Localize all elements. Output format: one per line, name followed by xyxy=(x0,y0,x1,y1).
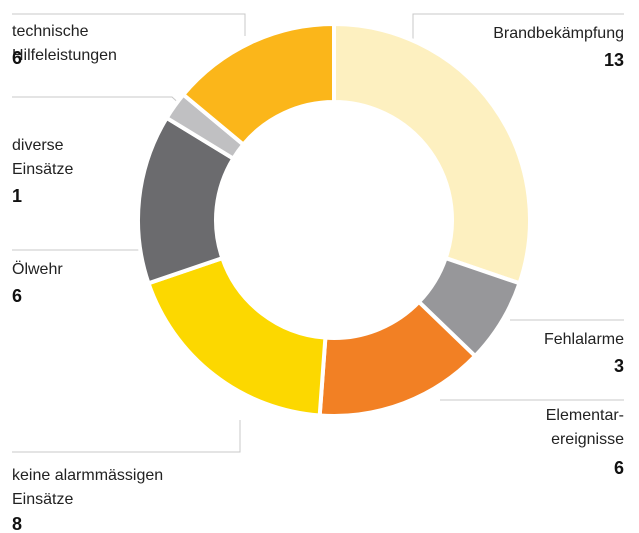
slice-label: technische Hilfeleistungen xyxy=(12,23,117,64)
value-label: 8 xyxy=(12,514,23,533)
donut-slice xyxy=(180,21,336,148)
slice-label: keine alarmmässigen Einsätze xyxy=(12,467,164,508)
leader-line xyxy=(12,420,241,453)
value-label: 6 xyxy=(613,458,624,478)
value-label: 6 xyxy=(12,48,23,68)
slice-label: Brandbekämpfung xyxy=(493,25,624,42)
value-label: 13 xyxy=(603,50,624,70)
slice-label: diverse Einsätze xyxy=(12,137,74,178)
value-label: 3 xyxy=(613,356,624,376)
donut-slice xyxy=(332,21,532,286)
value-label: 6 xyxy=(12,286,23,306)
slice-label: Elementar- ereignisse xyxy=(545,407,624,448)
value-label: 1 xyxy=(12,186,23,206)
leader-line xyxy=(12,13,246,36)
slice-label: Fehlalarme xyxy=(543,331,624,348)
leader-line xyxy=(12,96,183,107)
donut-slice xyxy=(145,255,328,418)
slice-label: Ölwehr xyxy=(12,261,63,278)
